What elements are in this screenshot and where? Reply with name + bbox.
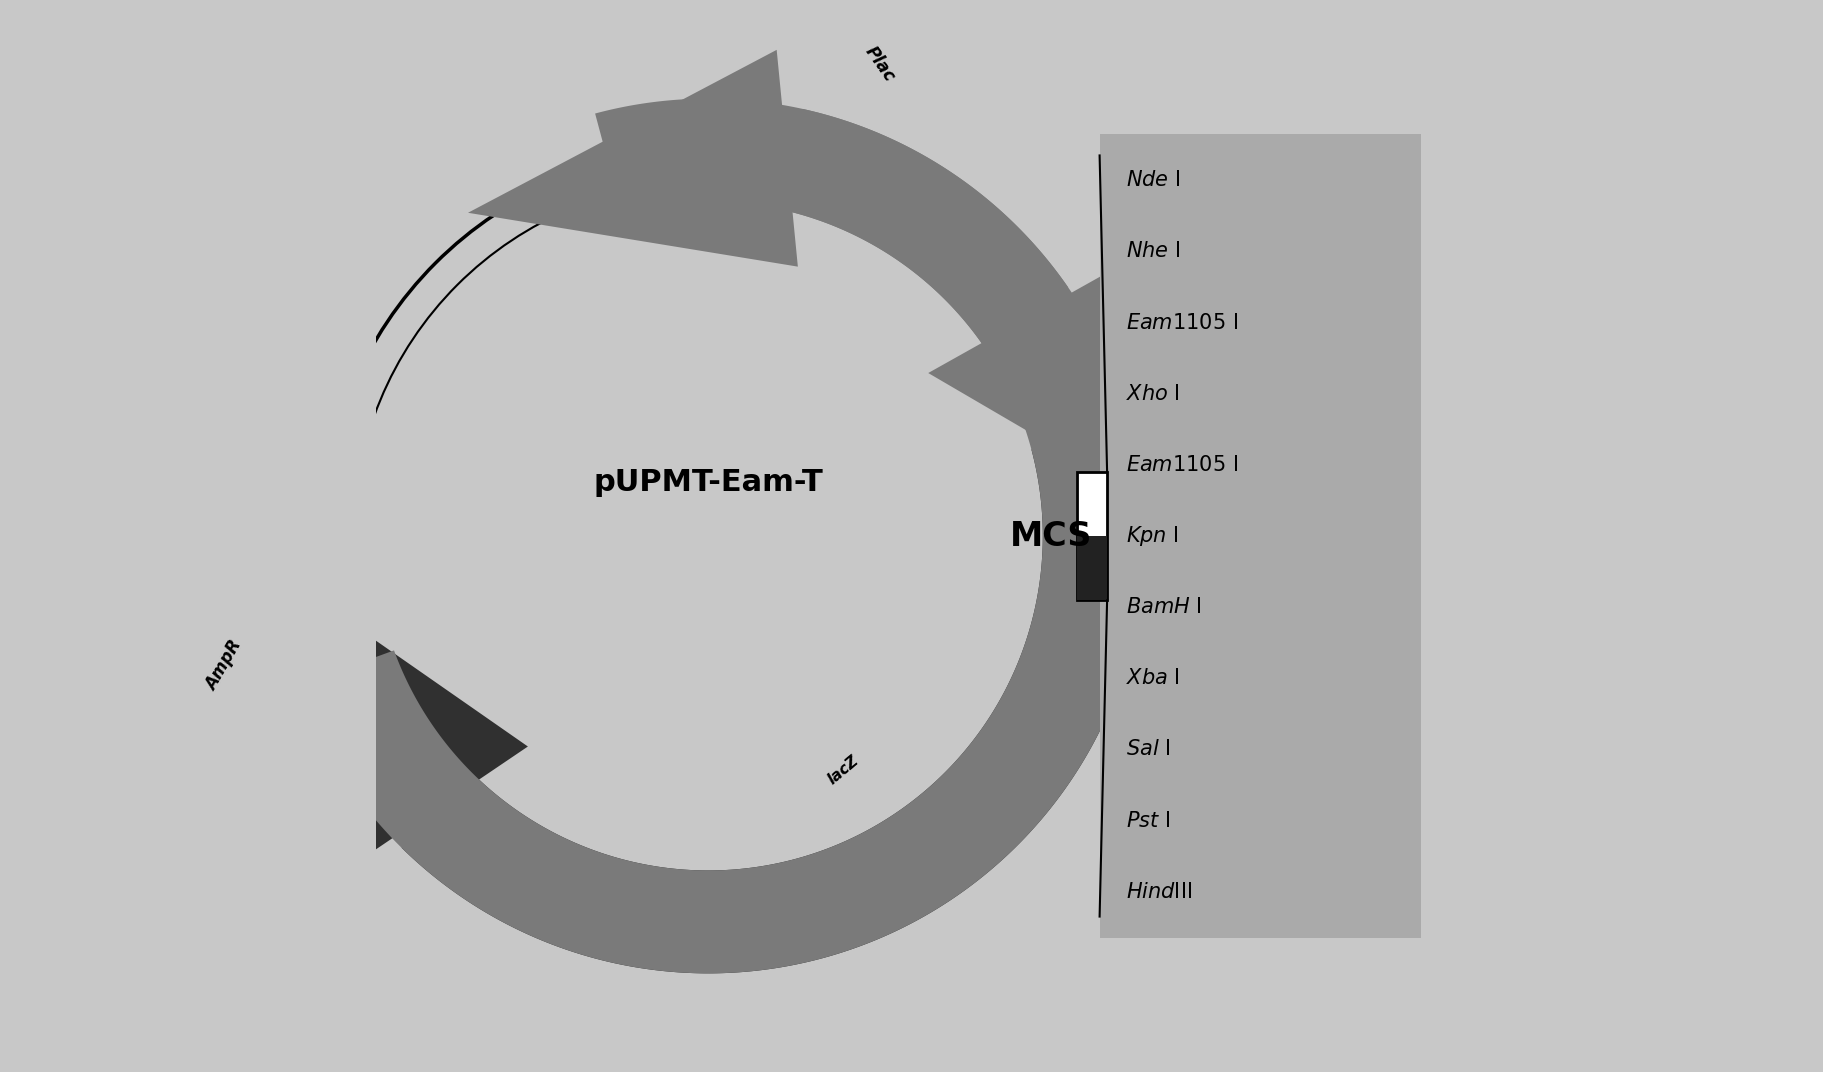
Bar <box>1077 472 1107 600</box>
Text: $\it{BamH}$ I: $\it{BamH}$ I <box>1127 597 1201 617</box>
Text: $\it{Eam}$1105 I: $\it{Eam}$1105 I <box>1127 455 1238 475</box>
Text: $\it{Eam}$1105 I: $\it{Eam}$1105 I <box>1127 313 1238 332</box>
Bar <box>1077 536 1107 600</box>
Text: $\it{Pst}$ I: $\it{Pst}$ I <box>1127 810 1170 831</box>
Text: $\it{Xba}$ I: $\it{Xba}$ I <box>1127 668 1179 688</box>
Text: MCS: MCS <box>1010 520 1092 552</box>
Polygon shape <box>401 422 1145 973</box>
Text: $\it{Xho}$ I: $\it{Xho}$ I <box>1127 384 1179 404</box>
Polygon shape <box>594 99 1068 346</box>
Polygon shape <box>297 109 1145 973</box>
Text: $\it{Sal}$ I: $\it{Sal}$ I <box>1127 740 1170 759</box>
Text: pUPMT-Eam-T: pUPMT-Eam-T <box>592 467 822 497</box>
Text: $\it{Kpn}$ I: $\it{Kpn}$ I <box>1127 524 1178 548</box>
Text: AmpR: AmpR <box>202 638 244 694</box>
Text: $\it{Nhe}$ I: $\it{Nhe}$ I <box>1127 241 1179 262</box>
Bar <box>1099 134 1420 938</box>
Polygon shape <box>469 50 797 267</box>
Text: lacZ: lacZ <box>824 753 860 787</box>
Text: $\it{Hind}$III: $\it{Hind}$III <box>1127 882 1192 902</box>
Polygon shape <box>928 263 1125 477</box>
Text: Plac: Plac <box>860 44 899 86</box>
Polygon shape <box>310 595 527 872</box>
Text: $\it{Nde}$ I: $\it{Nde}$ I <box>1127 170 1179 190</box>
